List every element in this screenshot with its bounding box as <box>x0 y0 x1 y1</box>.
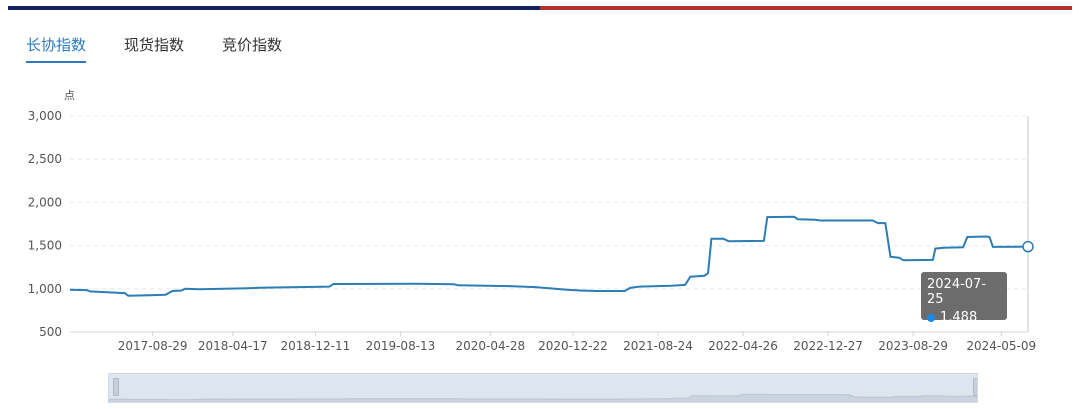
tooltip-series-dot-icon <box>927 313 935 322</box>
y-tick-label: 1,500 <box>28 239 62 253</box>
top-bar-red-segment <box>540 6 1072 10</box>
data-zoom-slider[interactable] <box>108 373 978 403</box>
x-tick-label: 2023-08-29 <box>878 339 948 353</box>
series-line <box>69 215 1029 297</box>
x-tick-label: 2020-12-22 <box>538 339 608 353</box>
x-tick-label: 2020-04-28 <box>455 339 525 353</box>
tab-long-term-index[interactable]: 长协指数 <box>26 34 87 63</box>
x-tick-label: 2018-04-17 <box>198 339 268 353</box>
index-tabs: 长协指数 现货指数 竞价指数 <box>26 34 320 63</box>
x-tick-label: 2018-12-11 <box>281 339 351 353</box>
tooltip-value: 1,488 <box>940 310 978 325</box>
x-tick-label: 2024-05-09 <box>966 339 1036 353</box>
slider-right-handle[interactable] <box>973 378 977 396</box>
x-tick-label: 2019-08-13 <box>366 339 436 353</box>
y-tick-label: 1,000 <box>28 282 62 296</box>
slider-preview <box>109 393 977 402</box>
x-tick-label: 2022-04-26 <box>708 339 778 353</box>
y-axis: 500 1,000 1,500 2,000 2,500 3,000 <box>28 109 62 339</box>
y-unit-label: 点 <box>64 89 75 102</box>
slider-preview-area <box>109 393 977 402</box>
y-tick-label: 500 <box>39 325 62 339</box>
tab-auction-index[interactable]: 竞价指数 <box>222 36 283 54</box>
y-tick-label: 2,500 <box>28 152 62 166</box>
hover-point-marker[interactable] <box>1022 240 1034 253</box>
top-color-bar <box>8 6 1072 10</box>
x-tick-label: 2022-12-27 <box>793 339 863 353</box>
top-bar-navy-segment <box>8 6 540 10</box>
tooltip-date: 2024-07-25 <box>927 277 987 307</box>
y-tick-label: 2,000 <box>28 195 62 209</box>
y-tick-label: 3,000 <box>28 109 62 123</box>
x-tick-label: 2017-08-29 <box>118 339 188 353</box>
x-tick-label: 2021-08-24 <box>623 339 693 353</box>
slider-left-handle[interactable] <box>113 378 119 396</box>
data-tooltip: 2024-07-25 1,488 <box>921 272 1007 325</box>
tab-spot-index[interactable]: 现货指数 <box>124 36 185 54</box>
grid-lines <box>70 115 1028 290</box>
x-axis: 2017-08-29 2018-04-17 2018-12-11 2019-08-13… <box>70 331 1036 353</box>
